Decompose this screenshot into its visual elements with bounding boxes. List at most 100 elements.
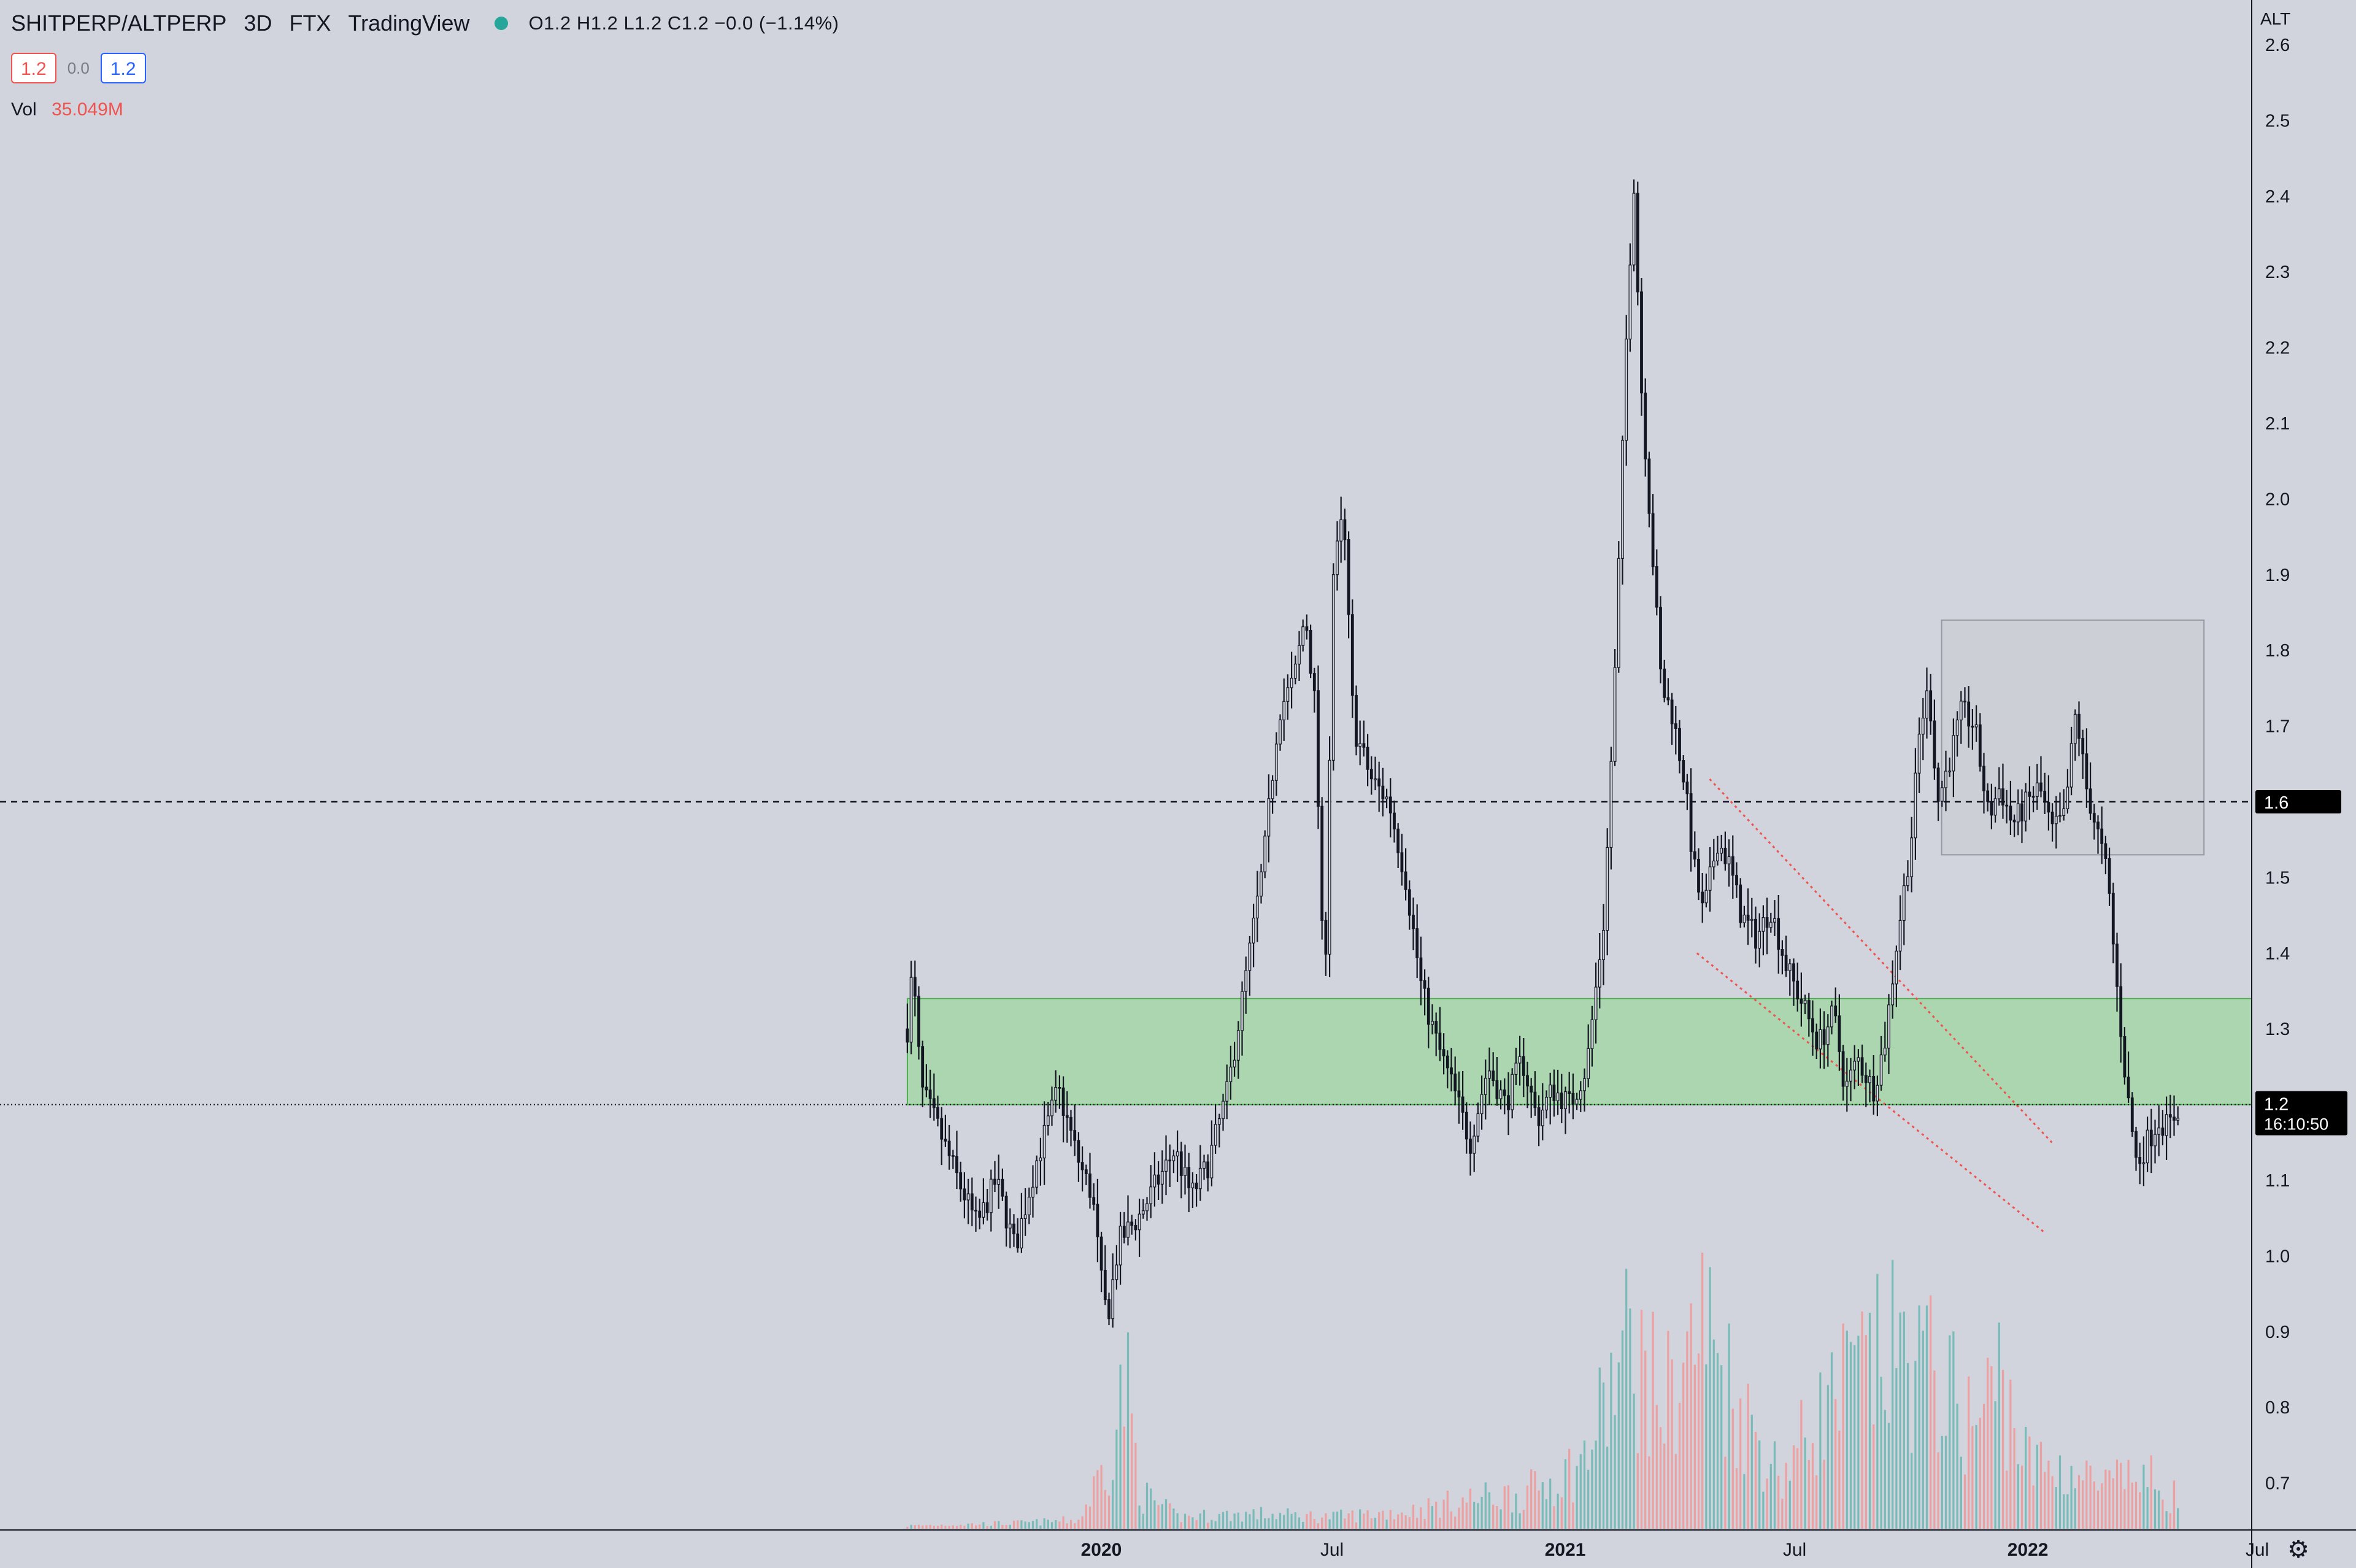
volume-bar [1218,1513,1220,1529]
candle-body [1655,566,1658,608]
price-axis[interactable]: ALT 0.7 0.8 0.9 1.0 1.1 1.2 1.3 1.4 1.5 1.6 1.7 1.8 1… [2251,0,2290,1568]
volume-bar [1074,1523,1076,1529]
volume-bar [1716,1353,1719,1529]
candle-body [1511,1074,1514,1110]
candle-body [982,1202,985,1218]
candle-body [1898,920,1902,951]
symbol-legend: SHITPERP/ALTPERP 3D FTX TradingView O1.2… [11,9,856,120]
price-tick-label: 0.7 [2265,1474,2290,1494]
volume-bar [1088,1506,1091,1529]
candle-body [2028,791,2031,797]
volume-bar [2131,1482,2133,1529]
candle-body [2157,1128,2161,1135]
volume-label[interactable]: Vol [11,99,37,120]
volume-bar [1507,1485,1510,1529]
volume-bar [1614,1415,1616,1529]
volume-bar [1150,1488,1152,1529]
candle-body [1118,1226,1122,1266]
candle-body [1008,1223,1012,1229]
volume-bar [1488,1492,1491,1529]
candle-body [1796,980,1800,1000]
candle-body [959,1172,963,1189]
candle-body [951,1155,955,1157]
candle-body [1126,1221,1130,1238]
volume-bar [1237,1512,1239,1529]
volume-bar [1408,1517,1411,1529]
candle-body [1099,1236,1103,1271]
volume-bar [1602,1382,1605,1529]
volume-bar [1188,1515,1190,1529]
candle-body [1195,1182,1198,1189]
gear-icon[interactable]: ⚙ [2287,1535,2309,1564]
candle-body [1788,963,1792,971]
volume-bar [2047,1461,2050,1529]
dashed-price-label: 1.6 [2264,793,2289,813]
volume-bar [1911,1453,1913,1529]
sell-price-button[interactable]: 1.2 [11,53,56,83]
interval-label[interactable]: 3D [244,10,272,36]
candle-body [1385,796,1388,799]
candle-body [1495,1080,1499,1099]
candle-body [1027,1196,1031,1215]
volume-bar [1944,1435,1947,1529]
candle-body [1834,1005,1838,1017]
volume-bar [1705,1364,1707,1529]
volume-bar [936,1526,939,1529]
volume-bar [1720,1365,1723,1529]
volume-bar [1773,1441,1776,1529]
candle-body [1906,876,1909,886]
volume-bar [1469,1488,1472,1529]
candle-body [2165,1114,2168,1136]
candle-body [1107,1299,1111,1320]
volume-bar [1979,1418,1981,1529]
candle-body [1088,1173,1091,1198]
candle-body [1552,1084,1556,1101]
volume-bar [1145,1482,1149,1529]
volume-bar [1788,1480,1791,1529]
symbol-name[interactable]: SHITPERP/ALTPERP [11,10,227,36]
candle-body [1145,1203,1149,1212]
candle-body [1407,889,1411,916]
candle-body [2069,743,2073,788]
volume-bar [1766,1478,1768,1529]
candle-body [2154,1134,2157,1147]
candle-body [2001,788,2004,806]
volume-bar [2074,1488,2076,1529]
time-axis[interactable]: 2020Jul2021Jul2022Jul2023Jul2024Jul [0,1529,2356,1560]
buy-price-button[interactable]: 1.2 [100,53,146,83]
volume-bar [1526,1485,1529,1529]
volume-bar [1355,1522,1358,1529]
candle-body [1910,837,1914,877]
volume-bar [2142,1464,2145,1529]
candle-body [1031,1186,1034,1198]
candle-body [1206,1161,1210,1178]
volume-bar [1750,1415,1753,1529]
volume-bar [1971,1426,1974,1529]
candle-body [917,996,920,1047]
candle-body [1594,986,1598,1020]
volume-bar [1987,1358,1989,1529]
candle-body [1450,1067,1453,1075]
candle-body [1568,1091,1571,1094]
candle-body [1731,856,1734,876]
candle-body [1069,1116,1072,1131]
candle-body [1492,1070,1495,1082]
time-tick-label: 2021 [1545,1540,1586,1560]
candle-body [1967,701,1971,727]
volume-bar [1069,1520,1072,1529]
candle-body [955,1156,958,1174]
volume-bar [1576,1466,1578,1529]
candle-body [2123,1036,2127,1078]
candle-body [1948,771,1952,773]
time-tick-label: Jul [2246,1540,2269,1560]
volume-bar [929,1524,931,1529]
volume-bar [1838,1431,1841,1529]
volume-bar [1275,1519,1277,1529]
volume-bar [1625,1269,1628,1529]
volume-bar [1047,1520,1049,1529]
chart-pane[interactable] [0,0,2252,1530]
volume-bar [1085,1504,1087,1529]
volume-bar [1503,1486,1506,1529]
candle-body [1587,1048,1590,1079]
